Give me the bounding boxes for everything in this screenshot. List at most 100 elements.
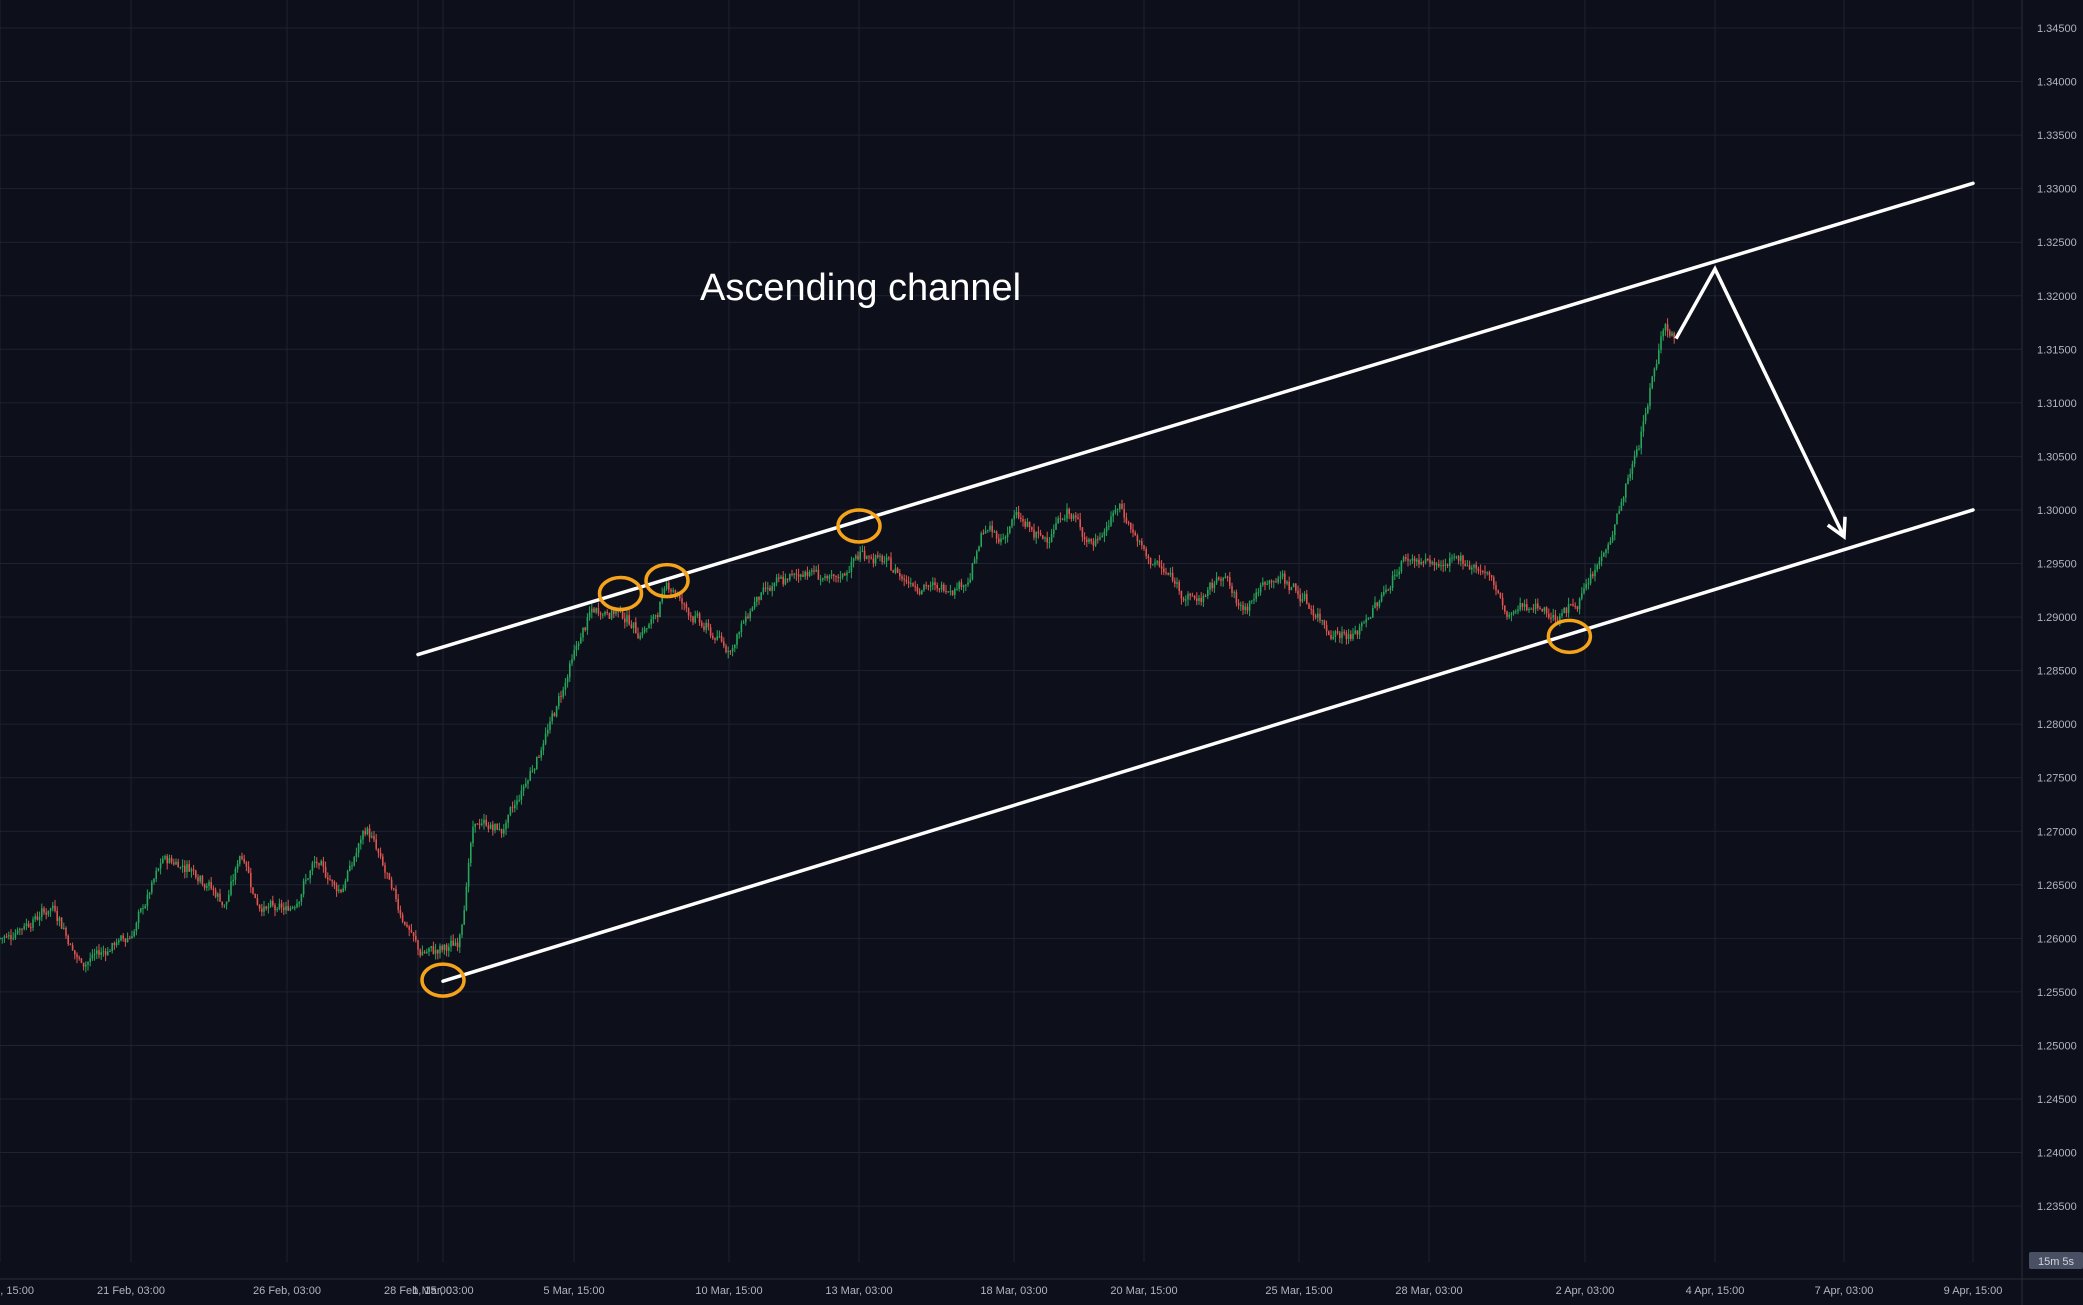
candle-body: [1237, 603, 1240, 606]
candle-body: [782, 576, 784, 585]
candle-body: [16, 930, 19, 934]
candle-body: [797, 574, 800, 577]
time-axis[interactable]: 18 Feb, 15:00 21 Feb, 03:00 26 Feb, 03:00 2…: [0, 1285, 2002, 1297]
candle-body: [822, 577, 824, 580]
candle-body: [923, 584, 925, 591]
candle-body: [841, 573, 844, 577]
candle-body: [252, 887, 254, 894]
candle-body: [1438, 564, 1440, 567]
candle-body: [1028, 521, 1031, 528]
candle-body: [1343, 631, 1345, 633]
candle-body: [155, 870, 157, 879]
candle-body: [980, 533, 982, 547]
candle-body: [1405, 557, 1407, 559]
candle-body: [263, 906, 265, 912]
candle-body: [1363, 622, 1365, 624]
time-tick-label: 1 Mar, 03:00: [412, 1285, 473, 1297]
candle-body: [1605, 549, 1607, 554]
candle-body: [670, 589, 672, 592]
candle-body: [498, 828, 501, 830]
candle-body: [1429, 559, 1431, 564]
candle-body: [1493, 577, 1495, 586]
candle-body: [151, 882, 153, 893]
candle-body: [912, 583, 914, 587]
candle-body: [373, 836, 375, 840]
candle-body: [1097, 538, 1099, 540]
candle-body: [580, 637, 582, 644]
candle-body: [804, 571, 806, 577]
candle-body: [709, 627, 712, 636]
candle-body: [30, 927, 32, 929]
candle-body: [34, 916, 36, 920]
projection-arrow[interactable]: [1674, 265, 1847, 541]
candle-body: [181, 865, 184, 868]
candle-body: [610, 610, 613, 619]
candle-body: [1585, 584, 1587, 589]
candle-body: [43, 908, 45, 913]
candle-body: [1530, 608, 1532, 610]
candle-body: [852, 558, 855, 562]
candle-body: [439, 945, 441, 954]
candle-body: [1523, 604, 1526, 607]
candle-body: [1112, 512, 1114, 517]
candle-body: [1222, 578, 1224, 581]
candle-body: [533, 768, 536, 771]
candle-body: [1295, 583, 1297, 591]
chart-annotation[interactable]: Ascending channel: [700, 267, 1021, 309]
candle-body: [135, 922, 138, 932]
candle-body: [736, 634, 738, 645]
candle-body: [434, 949, 437, 954]
candle-body: [1473, 564, 1475, 568]
candle-body: [1642, 421, 1645, 432]
candle-body: [901, 576, 903, 579]
candle-body: [1042, 535, 1044, 539]
candle-body: [1361, 623, 1363, 627]
candle-body: [1207, 589, 1209, 596]
candle-body: [956, 588, 958, 590]
candle-body: [247, 866, 250, 873]
price-tick-label: 1.24000: [2037, 1148, 2077, 1160]
candle-body: [621, 609, 624, 619]
candle-body: [1286, 581, 1288, 584]
candle-body: [714, 638, 716, 640]
candle-body: [811, 570, 813, 572]
candle-body: [1512, 611, 1515, 614]
time-tick-label: 26 Feb, 03:00: [253, 1285, 321, 1297]
candle-body: [764, 587, 767, 589]
candle-body: [459, 934, 461, 948]
time-tick-label: 4 Apr, 15:00: [1686, 1285, 1745, 1297]
candle-body: [1246, 606, 1249, 611]
candle-body: [1499, 592, 1502, 598]
candle-body: [1460, 555, 1462, 561]
candle-body: [604, 612, 606, 615]
candle-body: [780, 576, 782, 579]
ascending-channel-lines[interactable]: [416, 181, 1975, 983]
candle-body: [430, 946, 432, 948]
candle-body: [507, 814, 509, 823]
candle-body: [1402, 557, 1405, 562]
candle-body: [349, 865, 351, 872]
candle-body: [12, 938, 14, 940]
candle-body: [445, 944, 448, 951]
candle-body: [544, 733, 547, 744]
candle-body: [27, 923, 30, 928]
candle-body: [1526, 604, 1528, 611]
candle-body: [397, 898, 399, 910]
candle-body: [808, 571, 811, 576]
candle-body: [949, 590, 952, 592]
price-axis[interactable]: 1.34500 1.34000 1.33500 1.33000 1.32500 1.320…: [2037, 23, 2077, 1213]
candle-body: [1548, 613, 1550, 618]
candle-body: [509, 807, 512, 815]
candle-body: [925, 584, 927, 586]
candle-body: [412, 932, 415, 936]
candle-body: [1141, 541, 1143, 546]
candle-body: [1066, 508, 1068, 519]
candle-body: [1072, 515, 1075, 519]
candle-body: [1660, 336, 1662, 350]
candle-body: [837, 576, 839, 578]
candle-body: [49, 908, 52, 911]
timeframe-badge: 15m 5s: [2029, 1252, 2083, 1269]
candle-body: [1081, 527, 1084, 537]
candle-body: [1273, 581, 1275, 583]
